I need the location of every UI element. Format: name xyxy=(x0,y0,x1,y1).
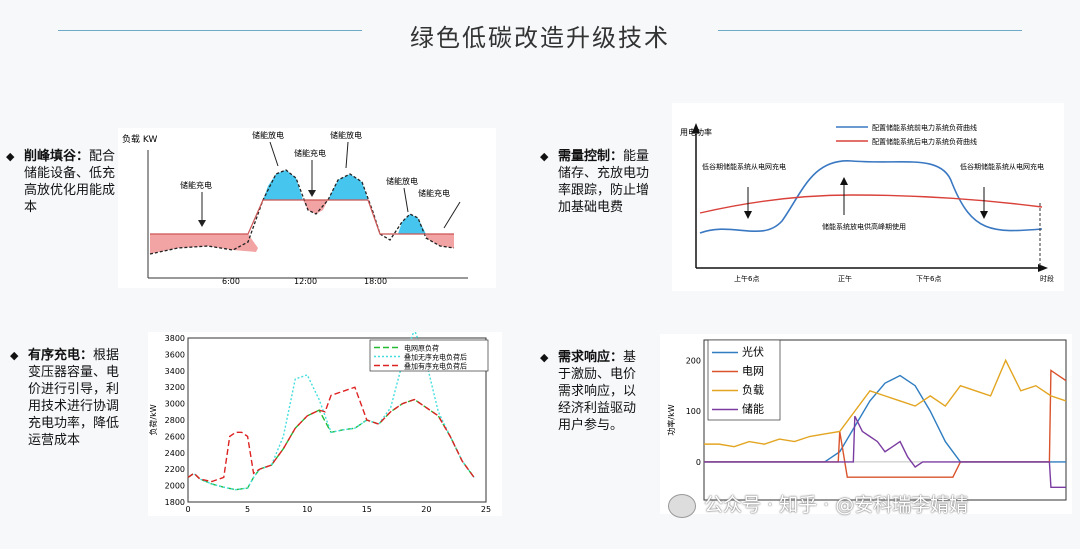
load-curve xyxy=(149,169,455,255)
bullet-icon: ◆ xyxy=(10,349,19,362)
legend-label: 电网原负荷 xyxy=(404,344,439,353)
y-tick-label: 100 xyxy=(686,407,701,416)
fig1-label-discharge-1: 储能放电 xyxy=(252,130,284,140)
fig2-xtick: 下午6点 xyxy=(916,274,941,283)
legend-label: 光伏 xyxy=(742,345,764,359)
fig2-note-right: 低谷期储能系统从电网充电 xyxy=(960,162,1044,171)
fig1-label-charge-1: 储能充电 xyxy=(180,180,212,190)
peak-fill-3 xyxy=(398,214,426,234)
y-axis-label: 功率/kW xyxy=(666,404,676,435)
y-tick-label: 2000 xyxy=(165,482,185,491)
watermark-text: 公众号 · 知乎 · @安科瑞李婧婧 xyxy=(704,494,969,516)
fig1-ylabel: 负载 KW xyxy=(122,133,157,145)
item-heading: 需求响应： xyxy=(558,350,624,365)
item-peak: ◆ 削峰填谷：配合储能设备、低充高放优化用能成本 xyxy=(6,148,122,216)
y-tick-label: 2600 xyxy=(165,432,185,441)
title-rule-right xyxy=(718,30,1022,31)
peak-fill-2 xyxy=(328,174,368,200)
chart-orderly-charging: 1800 2000 2200 2400 2600 2800 3000 3200 3400 3600… xyxy=(148,332,502,516)
curve-after xyxy=(699,194,1043,214)
y-tick-label: 3800 xyxy=(165,334,185,343)
series-line-3 xyxy=(704,415,1066,489)
item-heading: 有序充电： xyxy=(28,348,94,363)
fig2-xtick: 正午 xyxy=(838,274,852,283)
series-line-0 xyxy=(187,398,475,491)
item-response: ◆ 需求响应：基于激励、电价需求响应，以经济利益驱动用户参与。 xyxy=(540,349,648,434)
item-body: 配合储能设备、低充高放优化用能成本 xyxy=(24,149,116,215)
fig1-xtick: 18:00 xyxy=(364,277,387,286)
item-orderly: ◆ 有序充电：根据变压器容量、电价进行引导，利用技术进行协调充电功率，降低运营成… xyxy=(10,347,126,449)
fig1-xtick: 6:00 xyxy=(222,277,240,286)
figure-demand-control: 用电功率 配置储能系统前电力系统负荷曲线 配置储能系统后电力系统负荷曲线 低谷期… xyxy=(672,103,1064,291)
plot-frame xyxy=(703,339,1067,501)
legend-box xyxy=(707,339,781,421)
fig1-label-discharge-3: 储能放电 xyxy=(386,176,418,186)
y-axis-label: 负荷/kW xyxy=(148,404,158,435)
bullet-icon: ◆ xyxy=(540,351,549,364)
legend-label: 叠加有序充电负荷后 xyxy=(404,362,467,371)
x-tick-label: 5 xyxy=(245,505,250,514)
legend-label: 储能 xyxy=(742,402,764,416)
series-line-2 xyxy=(704,358,1067,448)
y-tick-label: 3400 xyxy=(165,367,185,376)
fig1-label-charge-2: 储能充电 xyxy=(294,148,326,158)
fig1-label-charge-3: 储能充电 xyxy=(418,188,450,198)
page-title: 绿色低碳改造升级技术 xyxy=(410,24,670,52)
series-line-2 xyxy=(187,386,475,483)
y-tick-label: 2800 xyxy=(165,416,185,425)
fig1-label-discharge-2: 储能放电 xyxy=(330,130,362,140)
fig2-xlabel: 时段 xyxy=(1040,274,1054,283)
bullet-icon: ◆ xyxy=(540,150,549,163)
y-tick-label: 0 xyxy=(696,458,701,467)
y-tick-label: 3200 xyxy=(165,383,185,392)
legend-label: 负载 xyxy=(742,383,764,397)
watermark: 公众号 · 知乎 · @安科瑞李婧婧 xyxy=(668,490,968,518)
chart-demand-response: 0 100 200 功率/kW 光伏电网负载储能 xyxy=(660,334,1072,514)
fig1-xtick: 12:00 xyxy=(294,277,317,286)
y-tick-label: 3600 xyxy=(165,350,185,359)
title-rule-left xyxy=(58,30,362,31)
y-tick-label: 1800 xyxy=(165,498,185,507)
y-tick-label: 2400 xyxy=(165,449,185,458)
x-tick-label: 10 xyxy=(302,505,312,514)
bullet-icon: ◆ xyxy=(6,150,15,163)
series-line-0 xyxy=(704,374,1066,463)
plot-frame xyxy=(187,337,487,503)
item-body: 基于激励、电价需求响应，以经济利益驱动用户参与。 xyxy=(558,350,637,433)
legend-box xyxy=(369,339,489,372)
figure-peak-shaving: 负载 KW 储能充电 储能放电 储能充电 储能放电 储能放电 储能充电 6:00… xyxy=(118,128,496,288)
storage-line xyxy=(150,199,454,235)
valley-fill-3 xyxy=(426,234,454,248)
x-tick-label: 0 xyxy=(185,505,190,514)
y-tick-label: 200 xyxy=(686,356,701,365)
y-tick-label: 3000 xyxy=(165,400,185,409)
peak-fill-1 xyxy=(263,170,303,200)
legend-label: 电网 xyxy=(742,365,764,378)
valley-fill-2 xyxy=(303,200,328,214)
item-heading: 需量控制： xyxy=(558,149,624,164)
item-body: 能量储存、充放电功率跟踪，防止增加基础电费 xyxy=(558,149,650,215)
x-tick-label: 20 xyxy=(421,505,431,514)
fig2-legend-after: 配置储能系统后电力系统负荷曲线 xyxy=(872,137,977,146)
item-demand: ◆ 需量控制：能量储存、充放电功率跟踪，防止增加基础电费 xyxy=(540,148,660,216)
fig2-note-left: 低谷期储能系统从电网充电 xyxy=(702,162,786,171)
fig2-xtick: 上午6点 xyxy=(734,274,759,283)
valley-fill xyxy=(150,234,258,254)
legend-label: 叠加无序充电负荷后 xyxy=(404,353,467,362)
fig2-note-mid: 储能系统放电供高峰期使用 xyxy=(822,222,906,231)
x-tick-label: 15 xyxy=(362,505,372,514)
curve-before xyxy=(699,160,1043,234)
wechat-logo-icon xyxy=(668,493,696,518)
item-body: 根据变压器容量、电价进行引导，利用技术进行协调充电功率，降低运营成本 xyxy=(28,348,120,448)
x-tick-label: 25 xyxy=(481,505,491,514)
y-tick-label: 2200 xyxy=(165,465,185,474)
item-heading: 削峰填谷： xyxy=(24,149,90,164)
fig2-legend-before: 配置储能系统前电力系统负荷曲线 xyxy=(872,123,977,132)
